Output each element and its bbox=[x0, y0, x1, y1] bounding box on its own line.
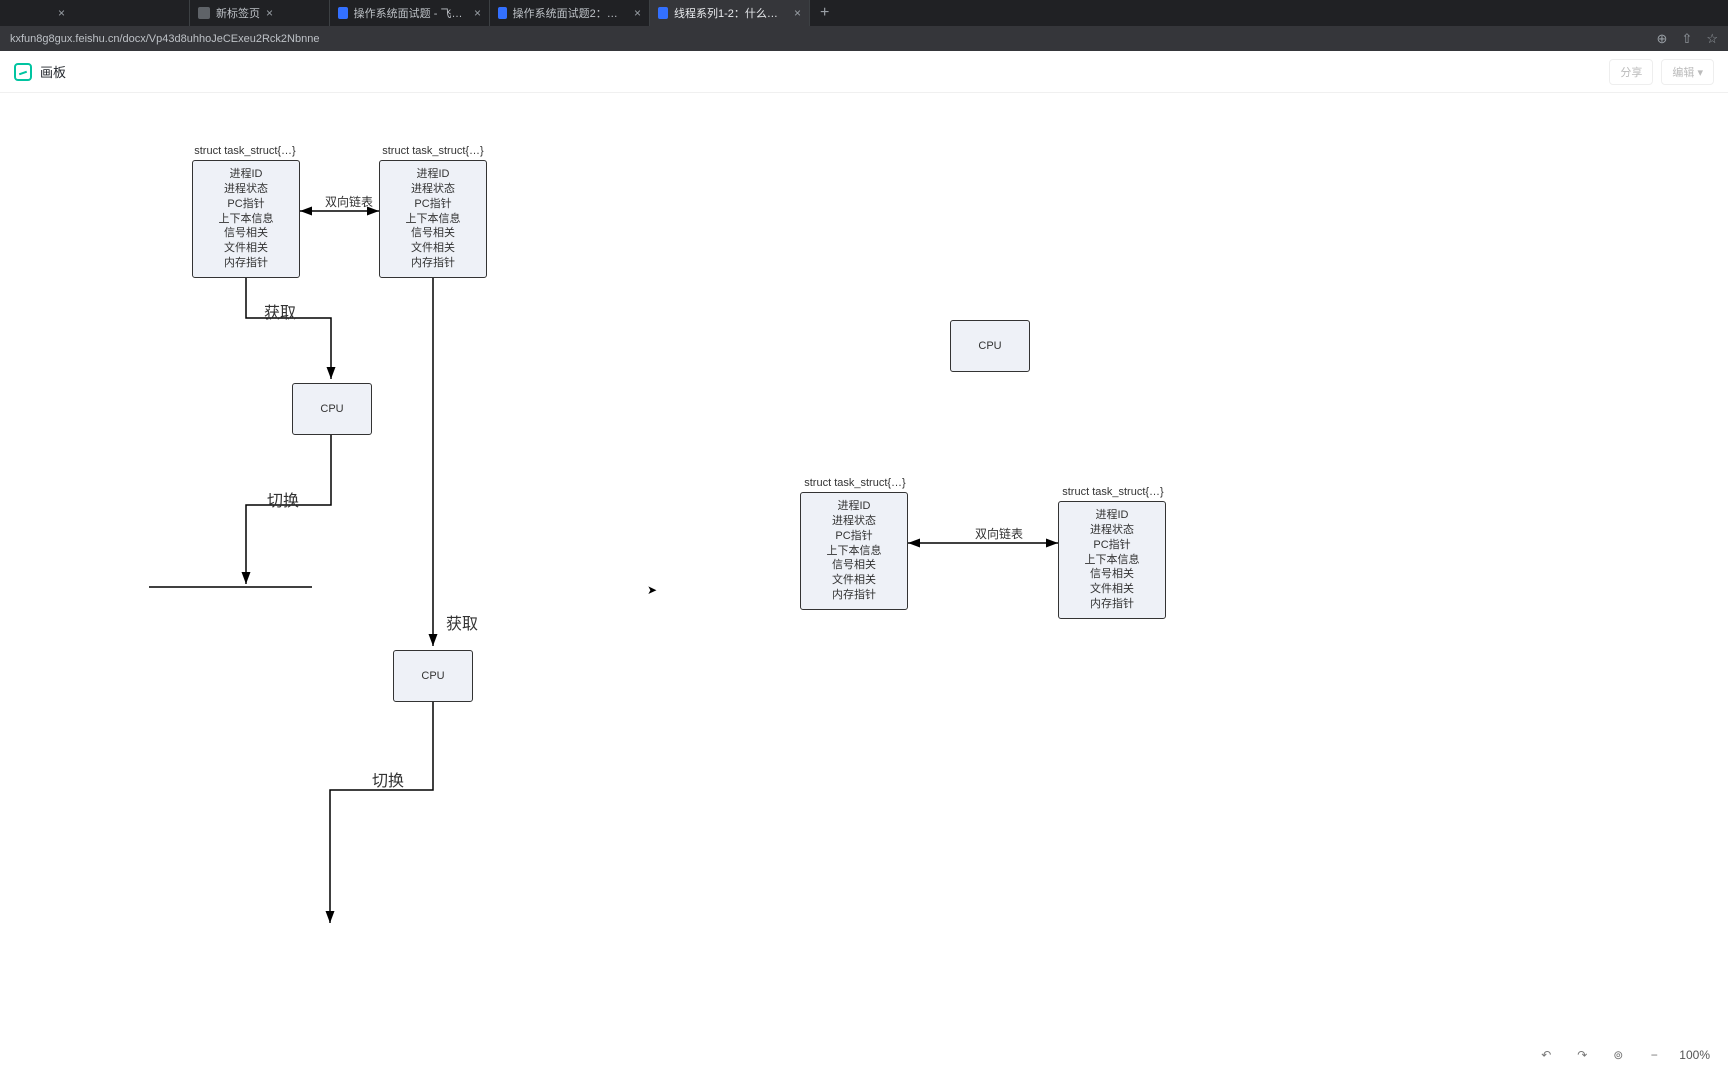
field: 进程状态 bbox=[205, 182, 287, 197]
zoom-out-button[interactable]: − bbox=[1643, 1044, 1665, 1066]
field: 进程ID bbox=[392, 167, 474, 182]
field: 进程状态 bbox=[813, 514, 895, 529]
close-icon[interactable]: × bbox=[266, 6, 273, 20]
edge-label-switch: 切换 bbox=[372, 767, 404, 791]
diagram-canvas[interactable]: struct task_struct{…} 进程ID 进程状态 PC指针 上下本… bbox=[0, 93, 1728, 1080]
field: 进程ID bbox=[1071, 508, 1153, 523]
address-bar: kxfun8g8gux.feishu.cn/docx/Vp43d8uhhoJeC… bbox=[0, 26, 1728, 51]
edge-label-acquire: 获取 bbox=[446, 610, 478, 634]
browser-tab[interactable]: × bbox=[50, 0, 190, 26]
struct-box-3[interactable]: 进程ID 进程状态 PC指针 上下本信息 信号相关 文件相关 内存指针 bbox=[800, 492, 908, 610]
field: PC指针 bbox=[205, 197, 287, 212]
field: 信号相关 bbox=[205, 226, 287, 241]
field: 文件相关 bbox=[1071, 582, 1153, 597]
cpu-box-2[interactable]: CPU bbox=[393, 650, 473, 702]
redo-button[interactable]: ↷ bbox=[1571, 1044, 1593, 1066]
struct-title: struct task_struct{…} bbox=[790, 477, 920, 489]
browser-tab[interactable]: 操作系统面试题2：进程间通信… × bbox=[490, 0, 650, 26]
field: 内存指针 bbox=[1071, 597, 1153, 612]
close-icon[interactable]: × bbox=[794, 6, 801, 20]
cursor-icon: ➤ bbox=[647, 583, 657, 597]
cpu-box-1[interactable]: CPU bbox=[292, 383, 372, 435]
field: 信号相关 bbox=[392, 226, 474, 241]
field: 进程状态 bbox=[392, 182, 474, 197]
browser-tab-strip: × 新标签页 × 操作系统面试题 - 飞书云文档 × 操作系统面试题2：进程间通… bbox=[0, 0, 1728, 26]
undo-button[interactable]: ↶ bbox=[1535, 1044, 1557, 1066]
struct-box-2[interactable]: 进程ID 进程状态 PC指针 上下本信息 信号相关 文件相关 内存指针 bbox=[379, 160, 487, 278]
field: PC指针 bbox=[813, 529, 895, 544]
field: 内存指针 bbox=[392, 256, 474, 271]
field: 进程ID bbox=[813, 499, 895, 514]
field: 文件相关 bbox=[205, 241, 287, 256]
share-button[interactable]: 分享 bbox=[1609, 59, 1653, 85]
field: 内存指针 bbox=[813, 588, 895, 603]
star-icon[interactable]: ☆ bbox=[1706, 31, 1718, 47]
field: 文件相关 bbox=[813, 573, 895, 588]
doc-title: 画板 bbox=[40, 62, 66, 81]
field: 内存指针 bbox=[205, 256, 287, 271]
browser-tab[interactable]: 操作系统面试题 - 飞书云文档 × bbox=[330, 0, 490, 26]
zoom-controls: ↶ ↷ ⊚ − 100% bbox=[1535, 1044, 1710, 1066]
struct-title: struct task_struct{…} bbox=[1048, 486, 1178, 498]
edge-label-bidir: 双向链表 bbox=[325, 193, 373, 210]
edge-label-acquire: 获取 bbox=[264, 299, 296, 323]
tab-title: 操作系统面试题 - 飞书云文档 bbox=[354, 5, 468, 21]
close-icon[interactable]: × bbox=[474, 6, 481, 20]
struct-box-1[interactable]: 进程ID 进程状态 PC指针 上下本信息 信号相关 文件相关 内存指针 bbox=[192, 160, 300, 278]
close-icon[interactable]: × bbox=[634, 6, 641, 20]
top-buttons: 分享 编辑 ▾ bbox=[1609, 59, 1714, 85]
struct-title: struct task_struct{…} bbox=[368, 145, 498, 157]
edge-label-bidir: 双向链表 bbox=[975, 525, 1023, 542]
field: PC指针 bbox=[392, 197, 474, 212]
board-icon bbox=[14, 63, 32, 81]
favicon-icon bbox=[498, 7, 507, 19]
field: 上下本信息 bbox=[392, 212, 474, 227]
zoom-percent[interactable]: 100% bbox=[1679, 1048, 1710, 1062]
field: 进程ID bbox=[205, 167, 287, 182]
share-icon[interactable]: ⇧ bbox=[1681, 31, 1692, 47]
struct-title: struct task_struct{…} bbox=[180, 145, 310, 157]
field: PC指针 bbox=[1071, 538, 1153, 553]
field: 信号相关 bbox=[813, 558, 895, 573]
favicon-icon bbox=[658, 7, 668, 19]
tab-title: 新标签页 bbox=[216, 5, 260, 21]
field: 文件相关 bbox=[392, 241, 474, 256]
tab-title: 操作系统面试题2：进程间通信… bbox=[513, 5, 628, 21]
browser-tab-active[interactable]: 线程系列1-2：什么是线程？ × bbox=[650, 0, 810, 26]
url-text[interactable]: kxfun8g8gux.feishu.cn/docx/Vp43d8uhhoJeC… bbox=[10, 33, 319, 45]
doc-toolbar: 画板 分享 编辑 ▾ bbox=[0, 51, 1728, 93]
edit-button[interactable]: 编辑 ▾ bbox=[1661, 59, 1714, 85]
favicon-icon bbox=[198, 7, 210, 19]
edge-label-switch: 切换 bbox=[267, 487, 299, 511]
field: 上下本信息 bbox=[1071, 553, 1153, 568]
field: 进程状态 bbox=[1071, 523, 1153, 538]
cpu-box-right[interactable]: CPU bbox=[950, 320, 1030, 372]
field: 上下本信息 bbox=[813, 544, 895, 559]
new-tab-button[interactable]: + bbox=[810, 4, 839, 22]
search-icon[interactable]: ⊕ bbox=[1657, 31, 1668, 47]
close-icon[interactable]: × bbox=[58, 6, 65, 20]
struct-box-4[interactable]: 进程ID 进程状态 PC指针 上下本信息 信号相关 文件相关 内存指针 bbox=[1058, 501, 1166, 619]
doc-title-wrap: 画板 bbox=[14, 62, 66, 81]
field: 上下本信息 bbox=[205, 212, 287, 227]
tab-title: 线程系列1-2：什么是线程？ bbox=[674, 5, 788, 21]
field: 信号相关 bbox=[1071, 567, 1153, 582]
favicon-icon bbox=[338, 7, 348, 19]
browser-tab[interactable]: 新标签页 × bbox=[190, 0, 330, 26]
fit-button[interactable]: ⊚ bbox=[1607, 1044, 1629, 1066]
addr-actions: ⊕ ⇧ ☆ bbox=[1657, 31, 1718, 47]
